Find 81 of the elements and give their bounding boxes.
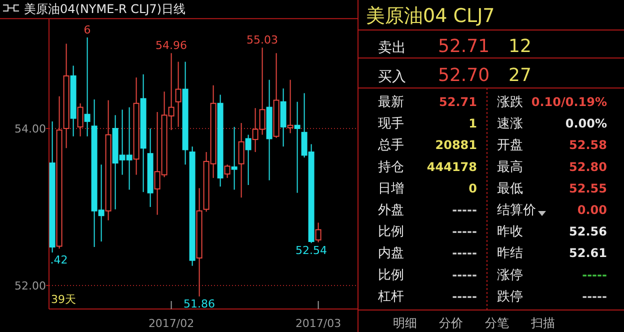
text: 1 (468, 116, 477, 131)
annotation: .42 (50, 253, 68, 266)
chart-title: 美原油04(NYME-R CLJ7)日线 (24, 2, 186, 16)
text: 最低 (497, 181, 523, 196)
text: 买入 (378, 69, 406, 85)
candlestick (189, 146, 196, 266)
annotation: 54.96 (156, 39, 188, 52)
candlestick (147, 128, 154, 208)
text: 卖出 (378, 40, 406, 56)
candlestick (105, 100, 112, 221)
x-tick-label: 2017/02 (148, 317, 194, 330)
candlestick (217, 94, 224, 188)
text: 扫描 (530, 316, 555, 330)
text: 最新 (378, 95, 404, 110)
text: 明细 (393, 316, 417, 330)
text: 比例 (378, 268, 404, 283)
text: 涨停 (497, 268, 523, 283)
text: 昨收 (497, 224, 523, 240)
text: 总手 (377, 138, 404, 154)
text: 52.58 (569, 138, 607, 152)
text: 0.00% (565, 116, 607, 131)
annotation: 39天 (51, 293, 76, 306)
text: 52.56 (569, 224, 607, 239)
text: 444178 (426, 160, 477, 174)
text: 最高 (497, 158, 523, 175)
x-tick-label: 2017/03 (295, 317, 342, 330)
text: 0 (468, 181, 477, 196)
text: 日增 (378, 181, 404, 196)
text: 现手 (378, 116, 404, 132)
text: ----- (452, 289, 478, 304)
text: 分价 (439, 316, 463, 330)
candlestick (63, 43, 70, 149)
text: 52.70 (438, 65, 490, 86)
annotation: 55.03 (246, 34, 278, 47)
text: 外盘 (378, 203, 404, 218)
candlestick (238, 122, 244, 198)
candlestick (294, 101, 300, 194)
text: 52.55 (569, 181, 607, 196)
candlestick (266, 79, 272, 181)
annotation: 6 (84, 23, 91, 36)
candlestick (140, 74, 146, 193)
text: 内盘 (378, 246, 404, 262)
text: 美原油04 CLJ7 (366, 5, 495, 27)
text: ----- (582, 268, 608, 282)
text: ----- (452, 268, 478, 282)
text: 52.71 (439, 95, 477, 109)
candlestick (175, 61, 182, 128)
text: 昨结 (497, 246, 523, 262)
text: 27 (508, 65, 532, 86)
candlestick (280, 88, 286, 148)
candlestick (84, 36, 90, 137)
text: 杠杆 (377, 289, 404, 304)
y-tick-label: 54.00 (14, 122, 46, 136)
annotation: 52.54 (296, 244, 328, 258)
text: 52.61 (569, 246, 607, 260)
text: 52.71 (438, 36, 490, 57)
candlestick (133, 76, 140, 176)
text: 结算价 (497, 203, 536, 218)
text: 12 (508, 36, 532, 57)
text: 持仓 (378, 160, 404, 175)
candlestick (196, 188, 202, 297)
y-tick-label: 52.00 (14, 279, 46, 292)
text: 分笔 (485, 316, 509, 330)
text: 跌停 (497, 289, 523, 304)
text: ----- (582, 289, 608, 304)
text: ----- (452, 246, 478, 260)
text: ----- (452, 224, 478, 239)
candlestick (287, 79, 294, 134)
text: 52.80 (569, 160, 607, 174)
candlestick (182, 61, 188, 166)
text: 0.00 (577, 203, 607, 217)
text: 开盘 (497, 138, 523, 154)
text: 20881 (435, 138, 477, 152)
text: ----- (452, 203, 478, 217)
text: 比例 (378, 224, 404, 240)
text: 0.10/0.19% (531, 95, 607, 109)
candlestick (231, 126, 238, 190)
text: 涨跌 (497, 95, 523, 110)
candlestick (70, 65, 76, 137)
annotation: 51.86 (184, 297, 216, 310)
text: 速涨 (497, 116, 523, 132)
